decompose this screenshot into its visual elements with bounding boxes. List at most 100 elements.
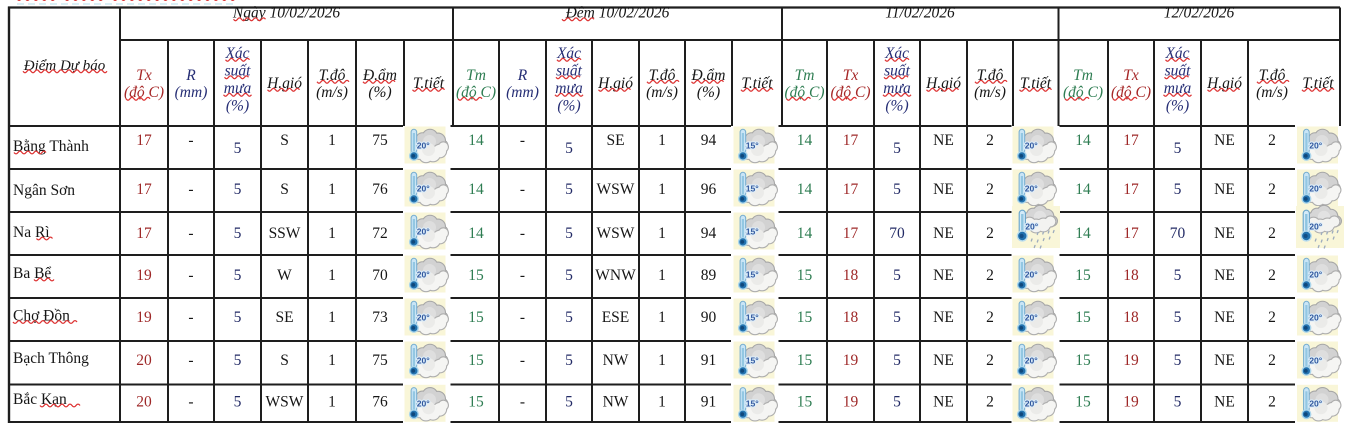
svg-text:T.độ: T.độ — [319, 67, 346, 84]
svg-text:2: 2 — [986, 181, 994, 198]
svg-text:20: 20 — [136, 352, 152, 369]
svg-text:W: W — [277, 267, 292, 284]
svg-text:R: R — [517, 67, 528, 84]
svg-text:18: 18 — [843, 267, 859, 284]
svg-text:NE: NE — [933, 352, 954, 369]
svg-text:1: 1 — [658, 352, 666, 369]
svg-text:(m/s): (m/s) — [646, 84, 678, 101]
svg-text:H.gió: H.gió — [1206, 75, 1242, 92]
svg-text:SSW: SSW — [269, 225, 301, 242]
svg-text:H.gió: H.gió — [266, 75, 302, 92]
svg-text:(m/s): (m/s) — [316, 84, 348, 101]
svg-text:Bạch Thông: Bạch Thông — [13, 350, 89, 367]
svg-text:1: 1 — [328, 225, 336, 242]
svg-text:NE: NE — [1214, 132, 1235, 149]
svg-text:75: 75 — [372, 132, 388, 149]
svg-text:-: - — [520, 394, 525, 411]
svg-text:89: 89 — [701, 267, 717, 284]
svg-text:70: 70 — [372, 267, 388, 284]
svg-text:T.tiết: T.tiết — [413, 75, 445, 92]
svg-text:1: 1 — [328, 352, 336, 369]
svg-text:Ngày 10/02/2026: Ngày 10/02/2026 — [232, 5, 340, 22]
svg-text:5: 5 — [234, 267, 242, 284]
svg-text:WSW: WSW — [266, 394, 304, 411]
svg-text:(%): (%) — [226, 98, 249, 115]
svg-text:5: 5 — [565, 267, 573, 284]
svg-text:1: 1 — [328, 309, 336, 326]
svg-text:suất: suất — [556, 63, 583, 80]
svg-text:1: 1 — [658, 394, 666, 411]
svg-text:(độ C): (độ C) — [456, 84, 496, 101]
svg-text:17: 17 — [1123, 181, 1139, 198]
svg-text:(%): (%) — [1166, 98, 1189, 115]
svg-text:20: 20 — [136, 394, 152, 411]
svg-text:2: 2 — [986, 352, 994, 369]
svg-text:5: 5 — [234, 394, 242, 411]
svg-text:Xác: Xác — [884, 45, 909, 62]
svg-text:2: 2 — [986, 267, 994, 284]
svg-text:14: 14 — [797, 181, 813, 198]
svg-text:NE: NE — [933, 394, 954, 411]
svg-text:5: 5 — [893, 267, 901, 284]
svg-text:91: 91 — [701, 394, 717, 411]
svg-text:(%): (%) — [368, 84, 391, 101]
svg-text:Na Rì: Na Rì — [13, 224, 50, 241]
svg-text:NE: NE — [1214, 225, 1235, 242]
svg-text:5: 5 — [1174, 309, 1182, 326]
svg-text:(%): (%) — [697, 84, 720, 101]
svg-text:5: 5 — [1174, 394, 1182, 411]
svg-text:5: 5 — [893, 309, 901, 326]
svg-text:-: - — [188, 181, 193, 198]
svg-text:Tx: Tx — [136, 67, 152, 84]
svg-text:5: 5 — [893, 394, 901, 411]
svg-text:14: 14 — [468, 132, 484, 149]
svg-text:15: 15 — [468, 309, 484, 326]
svg-text:T.độ: T.độ — [649, 67, 676, 84]
svg-text:NW: NW — [603, 352, 629, 369]
svg-text:Xác: Xác — [556, 45, 581, 62]
svg-text:T.độ: T.độ — [977, 67, 1004, 84]
svg-text:(mm): (mm) — [175, 84, 208, 101]
svg-text:T.độ: T.độ — [1259, 67, 1286, 84]
svg-text:14: 14 — [1075, 225, 1091, 242]
svg-text:19: 19 — [1123, 352, 1139, 369]
svg-text:NE: NE — [933, 309, 954, 326]
svg-text:(độ C): (độ C) — [784, 84, 824, 101]
svg-text:-: - — [520, 132, 525, 149]
svg-text:-: - — [520, 352, 525, 369]
svg-text:94: 94 — [701, 132, 717, 149]
svg-text:WSW: WSW — [597, 181, 635, 198]
svg-text:2: 2 — [986, 309, 994, 326]
svg-text:-: - — [188, 352, 193, 369]
svg-text:-: - — [188, 132, 193, 149]
svg-text:S: S — [280, 132, 289, 149]
svg-text:19: 19 — [1123, 394, 1139, 411]
svg-text:T.tiết: T.tiết — [1302, 75, 1334, 92]
svg-text:Ngân Sơn: Ngân Sơn — [13, 182, 75, 199]
svg-text:14: 14 — [1075, 132, 1091, 149]
svg-text:Xác: Xác — [1164, 45, 1189, 62]
svg-text:15: 15 — [797, 352, 813, 369]
svg-text:suất: suất — [225, 63, 252, 80]
svg-text:1: 1 — [658, 225, 666, 242]
svg-text:5: 5 — [1174, 267, 1182, 284]
svg-text:S: S — [280, 181, 289, 198]
svg-text:1: 1 — [658, 267, 666, 284]
svg-text:Tx: Tx — [843, 67, 859, 84]
svg-text:5: 5 — [565, 309, 573, 326]
svg-text:NE: NE — [933, 267, 954, 284]
svg-text:5: 5 — [893, 352, 901, 369]
svg-text:1: 1 — [658, 309, 666, 326]
svg-text:(độ C): (độ C) — [124, 84, 164, 101]
svg-text:mưa: mưa — [555, 80, 583, 97]
svg-text:SE: SE — [275, 309, 293, 326]
svg-text:2: 2 — [1268, 225, 1276, 242]
svg-text:17: 17 — [1123, 225, 1139, 242]
svg-text:NW: NW — [603, 394, 629, 411]
svg-text:-: - — [188, 225, 193, 242]
svg-text:Ba Bể: Ba Bể — [13, 265, 51, 282]
svg-text:91: 91 — [701, 352, 717, 369]
svg-text:17: 17 — [136, 132, 152, 149]
svg-text:(m/s): (m/s) — [974, 84, 1006, 101]
svg-text:2: 2 — [986, 132, 994, 149]
